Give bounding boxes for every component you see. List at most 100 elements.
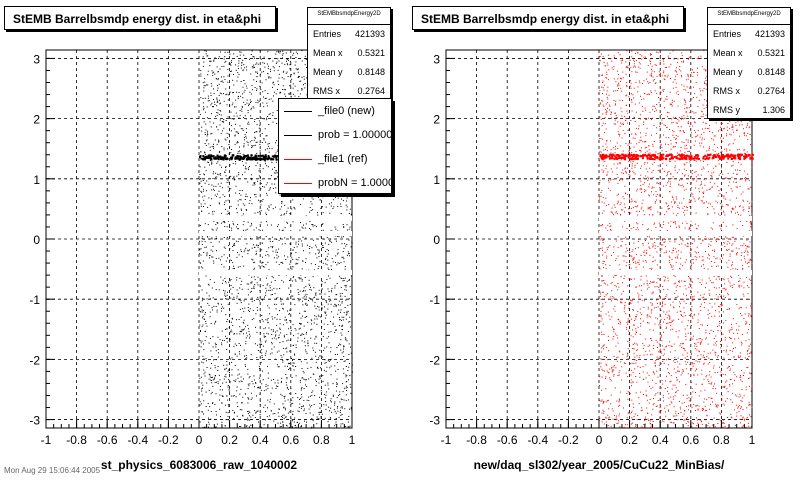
data-point	[622, 290, 624, 292]
data-point	[602, 303, 604, 305]
data-point	[610, 152, 612, 154]
data-point	[278, 60, 280, 62]
data-point	[678, 401, 680, 402]
data-point	[346, 254, 348, 256]
data-point	[350, 346, 351, 348]
data-point	[741, 342, 743, 344]
data-point	[733, 419, 735, 421]
data-point	[647, 284, 649, 286]
data-point	[306, 331, 307, 333]
data-point	[634, 173, 636, 175]
data-point	[330, 205, 332, 207]
data-point	[665, 411, 666, 413]
data-point	[720, 145, 722, 147]
data-point	[623, 278, 625, 279]
data-point	[708, 202, 710, 204]
data-point	[635, 134, 637, 136]
data-point	[228, 390, 230, 392]
data-point	[244, 67, 246, 69]
data-point	[286, 425, 288, 427]
data-point	[251, 85, 253, 86]
data-point	[627, 391, 629, 393]
data-point	[215, 235, 217, 237]
data-point	[272, 82, 274, 84]
data-point	[204, 50, 206, 52]
data-point	[239, 308, 241, 310]
data-point	[249, 200, 251, 202]
data-point	[284, 316, 286, 318]
data-point	[247, 324, 249, 326]
data-point	[301, 315, 303, 317]
data-point	[309, 207, 311, 208]
data-point	[202, 190, 204, 192]
data-point	[305, 302, 307, 304]
data-point	[201, 237, 203, 239]
data-point	[306, 294, 308, 295]
data-point	[677, 205, 679, 207]
data-point	[254, 121, 255, 123]
data-point	[266, 155, 267, 157]
data-point	[743, 287, 745, 289]
data-point	[621, 115, 623, 117]
data-point	[227, 370, 229, 372]
data-point	[605, 143, 607, 145]
data-point	[601, 125, 603, 127]
data-point	[217, 222, 219, 224]
data-point	[310, 229, 312, 231]
data-point	[238, 193, 240, 195]
data-point	[633, 116, 635, 118]
data-point	[678, 370, 680, 372]
data-point	[204, 195, 206, 197]
data-point	[297, 289, 299, 291]
data-point	[724, 177, 726, 179]
data-point	[269, 240, 271, 242]
data-point	[242, 308, 244, 310]
data-point	[296, 421, 298, 423]
data-point	[211, 228, 213, 230]
data-point	[207, 224, 209, 226]
data-point	[675, 117, 676, 118]
data-point	[348, 379, 349, 381]
data-point	[325, 263, 327, 265]
data-point	[289, 411, 291, 413]
data-point	[715, 426, 717, 428]
data-point	[674, 357, 676, 358]
data-point	[345, 314, 347, 316]
data-point	[227, 386, 229, 388]
data-point	[675, 261, 677, 263]
data-point	[716, 326, 718, 327]
data-point	[242, 128, 244, 130]
data-point	[314, 351, 316, 353]
data-point	[290, 329, 292, 331]
data-point	[211, 163, 213, 165]
data-point	[256, 410, 258, 412]
data-point	[225, 60, 227, 62]
data-point	[709, 294, 711, 296]
data-point	[697, 225, 699, 227]
data-point	[270, 204, 272, 206]
data-point	[237, 406, 239, 407]
x-tick-label: -0.2	[158, 433, 179, 447]
data-point	[304, 277, 306, 278]
data-point	[322, 381, 324, 383]
data-point	[602, 104, 604, 106]
data-point	[687, 373, 689, 375]
data-point	[310, 286, 311, 288]
data-point	[229, 280, 231, 282]
data-point	[621, 123, 623, 125]
data-point	[203, 369, 205, 371]
data-point	[258, 366, 260, 368]
data-point	[215, 410, 217, 412]
data-point	[217, 101, 219, 103]
data-point	[236, 277, 238, 279]
data-point	[663, 421, 665, 423]
data-point	[316, 342, 318, 344]
data-point	[303, 296, 305, 298]
data-point	[283, 414, 285, 416]
data-point	[231, 118, 233, 120]
data-point	[749, 230, 751, 232]
data-point	[223, 364, 225, 366]
data-point	[290, 74, 292, 75]
data-point	[628, 174, 630, 176]
data-point	[668, 57, 669, 59]
